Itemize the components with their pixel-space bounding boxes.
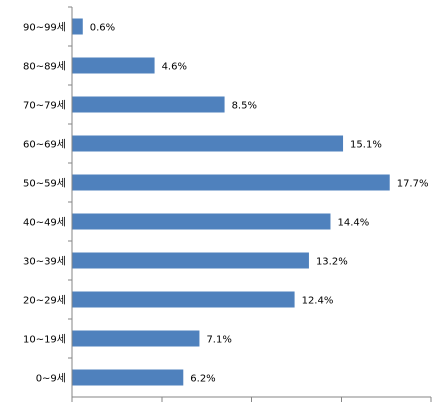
category-label-4: 50~59세 (23, 178, 66, 190)
category-label-3: 60~69세 (23, 139, 66, 151)
category-label-2: 70~79세 (23, 100, 66, 112)
value-label-2: 8.5% (232, 101, 257, 112)
category-label-0: 90~99세 (23, 22, 66, 34)
bar-2 (72, 96, 225, 113)
bar-3 (72, 135, 344, 152)
bar-5 (72, 213, 331, 230)
axes-layer (68, 6, 432, 402)
category-label-7: 20~29세 (23, 295, 66, 307)
labels-layer: 90~99세 0.6% 80~89세 4.6% 70~79세 8.5% 60~69세 15.1… (23, 22, 429, 385)
category-label-5: 40~49세 (23, 217, 66, 229)
category-label-8: 10~19세 (23, 334, 66, 346)
bar-0 (72, 18, 83, 35)
value-label-8: 7.1% (206, 335, 231, 346)
bar-8 (72, 330, 200, 347)
value-label-0: 0.6% (90, 23, 115, 34)
category-label-9: 0~9세 (36, 373, 66, 385)
value-label-5: 14.4% (337, 218, 369, 229)
bar-9 (72, 369, 184, 386)
bar-7 (72, 291, 295, 308)
category-label-1: 80~89세 (23, 61, 66, 73)
bar-6 (72, 252, 309, 269)
bar-4 (72, 174, 390, 191)
value-label-4: 17.7% (397, 179, 429, 190)
category-label-6: 30~39세 (23, 256, 66, 268)
bar-1 (72, 57, 155, 74)
value-label-9: 6.2% (190, 374, 215, 385)
bars-layer (72, 18, 390, 386)
value-label-1: 4.6% (162, 62, 187, 73)
value-label-3: 15.1% (350, 140, 382, 151)
value-label-7: 12.4% (302, 296, 334, 307)
value-label-6: 13.2% (316, 257, 348, 268)
